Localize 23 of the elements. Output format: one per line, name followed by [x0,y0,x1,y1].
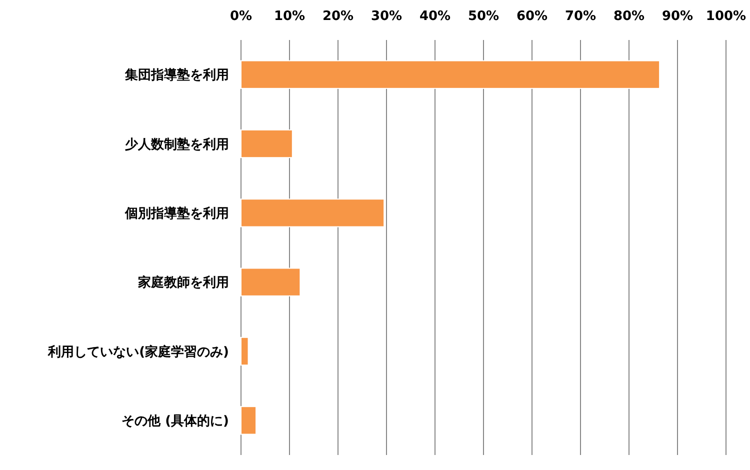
bar [240,336,249,366]
x-tick-label: 10% [274,9,306,24]
x-tick-label: 90% [662,9,694,24]
y-tick-label: 少人数制塾を利用 [124,136,229,152]
x-tick-label: 60% [516,9,548,24]
x-tick-label: 70% [564,9,596,24]
x-tick-label: 30% [370,9,402,24]
bar [240,198,385,228]
y-tick-label: 個別指導塾を利用 [124,205,229,222]
y-tick-label: 集団指導塾を利用 [124,67,229,84]
x-tick-label: 40% [419,9,451,24]
bar [240,129,293,158]
x-tick-label: 0% [230,9,252,24]
bar [240,60,660,89]
x-tick-label: 20% [322,9,354,24]
y-tick-label: 利用していない(家庭学習のみ) [47,344,229,360]
y-tick-label: その他 (具体的に) [122,414,229,429]
x-tick-label: 80% [613,9,645,24]
bar [240,268,301,296]
bar [240,406,257,435]
y-tick-label: 家庭教師を利用 [137,274,229,291]
x-tick-label: 100% [706,9,746,24]
x-tick-label: 50% [468,9,500,24]
